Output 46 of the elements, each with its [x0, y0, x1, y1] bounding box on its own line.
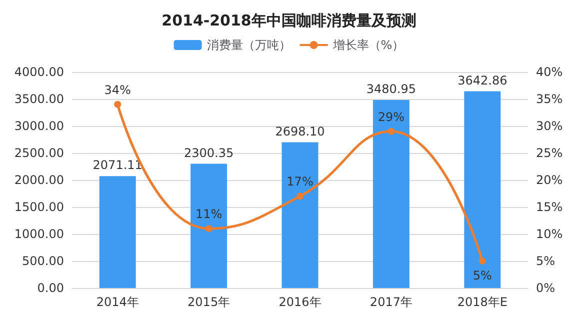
x-tick-label: 2016年	[278, 295, 322, 309]
data-label: 5%	[472, 268, 492, 282]
point	[478, 258, 486, 264]
x-tick-label: 2014年	[96, 295, 139, 309]
data-label: 17%	[286, 174, 314, 189]
x-tick-label: 2015年	[188, 295, 230, 309]
y-tick-label: 4000.00	[14, 65, 64, 79]
point	[388, 128, 395, 135]
y-tick-label: 0.00	[37, 281, 64, 295]
y-tick-label: 3000.00	[14, 119, 64, 133]
legend-label: 增长率（%）	[332, 38, 404, 52]
y2-tick-label: 15%	[536, 200, 563, 214]
y2-tick-label: 40%	[536, 65, 563, 79]
y2-tick-label: 30%	[536, 119, 563, 133]
legend-label: 消费量（万吨）	[206, 38, 291, 52]
y2-tick-label: 20%	[536, 173, 563, 187]
x-tick-label: 2018年E	[457, 295, 508, 309]
x-tick-label: 2017年	[370, 295, 412, 309]
bar	[282, 142, 318, 288]
data-label: 34%	[104, 82, 131, 97]
point	[296, 192, 304, 200]
y2-tick-label: 25%	[536, 146, 563, 160]
chart-title: 2014-2018年中国咖啡消费量及预测	[162, 12, 416, 30]
y2-tick-label: 0%	[536, 281, 556, 295]
y-tick-label: 1500.00	[14, 200, 64, 214]
bar	[372, 100, 410, 288]
y2-tick-label: 5%	[536, 254, 556, 268]
y2-tick-label: 10%	[536, 227, 563, 241]
bar	[99, 176, 136, 288]
data-label: 2300.35	[184, 146, 234, 160]
y2-tick-label: 35%	[536, 92, 563, 106]
y-tick-label: 2000.00	[14, 173, 64, 187]
y-tick-label: 1000.00	[14, 227, 64, 241]
data-label: 29%	[378, 110, 405, 124]
data-label: 3642.86	[458, 73, 508, 88]
point	[114, 100, 122, 108]
bar	[190, 164, 228, 288]
y-tick-label: 2500.00	[14, 146, 64, 160]
point	[205, 225, 212, 232]
bar	[464, 91, 501, 288]
data-label: 11%	[195, 207, 222, 222]
y-tick-label: 500.00	[22, 254, 64, 268]
y-tick-label: 3500.00	[14, 92, 64, 106]
data-label: 2698.10	[275, 124, 325, 138]
data-label: 2071.11	[92, 158, 142, 172]
data-label: 3480.95	[366, 82, 416, 96]
